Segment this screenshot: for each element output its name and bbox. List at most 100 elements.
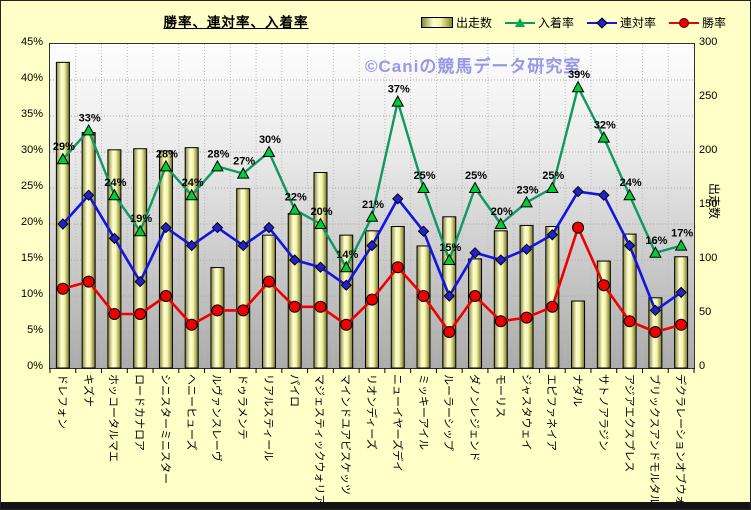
data-label: 24% bbox=[104, 177, 126, 189]
circle-marker bbox=[82, 275, 95, 288]
x-axis-label: モーリス bbox=[493, 374, 506, 418]
bar-ドゥラメンテ bbox=[236, 188, 251, 369]
triangle-marker bbox=[82, 123, 95, 136]
x-axis-label: ヘニーヒューズ bbox=[184, 374, 197, 451]
x-axis-label: ジャスタウェイ bbox=[519, 374, 532, 451]
diamond-marker bbox=[417, 225, 430, 237]
chart-title: 勝率、連対率、入着率 bbox=[163, 15, 309, 30]
diamond-marker bbox=[160, 221, 172, 234]
diamond-marker bbox=[314, 261, 327, 273]
circle-marker bbox=[443, 326, 456, 338]
diamond-marker bbox=[392, 193, 404, 205]
right-axis-tick: 50 bbox=[699, 306, 712, 318]
triangle-marker bbox=[262, 145, 276, 157]
data-label: 29% bbox=[53, 141, 75, 153]
legend-item-place-rate[interactable]: 入着率 bbox=[505, 14, 574, 31]
circle-marker bbox=[108, 308, 121, 320]
x-axis-label: キズナ bbox=[81, 374, 94, 407]
data-label: 17% bbox=[671, 228, 693, 240]
diamond-marker bbox=[623, 239, 636, 252]
circle-marker bbox=[366, 293, 378, 306]
left-axis-tick: 30% bbox=[20, 144, 43, 156]
triangle-marker bbox=[468, 181, 482, 193]
circle-marker bbox=[237, 304, 250, 317]
legend-item-win-rate[interactable]: 勝率 bbox=[669, 14, 726, 31]
bar-アジアエクスプレス bbox=[622, 233, 637, 369]
circle-marker bbox=[340, 318, 353, 331]
data-label: 20% bbox=[491, 206, 513, 218]
data-label: 28% bbox=[156, 148, 178, 160]
data-label: 28% bbox=[207, 148, 229, 160]
x-axis-label: デクラレーションオブウォー bbox=[674, 374, 687, 510]
triangle-marker bbox=[185, 188, 199, 201]
bar-モーリス bbox=[493, 230, 508, 369]
diamond-marker bbox=[237, 239, 249, 252]
data-label: 27% bbox=[233, 156, 255, 168]
circle-marker bbox=[675, 318, 688, 331]
left-axis-tick: 40% bbox=[20, 72, 43, 84]
diamond-marker bbox=[546, 229, 559, 241]
diamond-marker bbox=[340, 279, 352, 291]
x-axis-label: マインドユアビスケッツ bbox=[339, 374, 352, 495]
diamond-marker bbox=[649, 304, 662, 317]
left-axis-tick: 10% bbox=[20, 288, 43, 300]
circle-marker bbox=[572, 221, 585, 234]
x-axis-label: ミッキーアイル bbox=[416, 374, 429, 451]
x-axis-label: ロードカナロア bbox=[133, 374, 146, 451]
legend-label: 勝率 bbox=[702, 16, 727, 30]
legend-item-starts[interactable]: 出走数 bbox=[421, 14, 492, 31]
circle-marker bbox=[520, 311, 533, 324]
bar-リアルスティール bbox=[261, 234, 276, 369]
diamond-marker bbox=[469, 247, 481, 259]
triangle-marker bbox=[391, 95, 405, 107]
circle-marker bbox=[417, 290, 430, 302]
circle-marker bbox=[494, 315, 507, 328]
data-label: 16% bbox=[645, 235, 667, 247]
diamond-marker bbox=[185, 239, 198, 252]
legend-label: 入着率 bbox=[538, 16, 575, 30]
left-axis-tick: 25% bbox=[20, 180, 43, 192]
circle-marker-icon bbox=[669, 17, 700, 29]
triangle-marker bbox=[597, 131, 611, 143]
data-label: 22% bbox=[285, 192, 307, 204]
data-label: 25% bbox=[414, 170, 436, 182]
triangle-marker bbox=[417, 181, 430, 193]
diamond-marker bbox=[675, 286, 687, 299]
x-axis-label: シニスターミニスター bbox=[158, 374, 171, 484]
triangle-marker bbox=[314, 217, 327, 229]
bar-ロードカナロア bbox=[133, 148, 148, 369]
data-label: 30% bbox=[259, 134, 281, 146]
bar-swatch-icon bbox=[421, 17, 453, 28]
diamond-marker bbox=[495, 254, 507, 266]
triangle-marker bbox=[571, 80, 585, 93]
data-label: 25% bbox=[465, 170, 487, 182]
diamond-marker bbox=[598, 189, 610, 201]
right-axis-tick: 250 bbox=[699, 90, 718, 102]
x-axis-label: ルーラーシップ bbox=[442, 374, 455, 451]
watermark: ©Caniの競馬データ研究室 bbox=[365, 57, 582, 76]
circle-marker bbox=[185, 318, 198, 331]
left-axis-tick: 45% bbox=[20, 36, 43, 48]
legend-item-quinella-rate[interactable]: 連対率 bbox=[587, 14, 656, 31]
x-axis-label: ルヴァンスレーヴ bbox=[210, 374, 223, 462]
data-label: 24% bbox=[182, 177, 204, 189]
plot-area[interactable]: ©Caniの競馬データ研究室 29% 33% 24% 19% 28% 24% 28% 27% 3… bbox=[49, 43, 695, 373]
x-axis-label: ドゥラメンテ bbox=[236, 374, 249, 440]
circle-marker bbox=[314, 300, 327, 313]
bar-デクラレーションオブウォー bbox=[674, 256, 689, 369]
legend-label: 連対率 bbox=[620, 16, 657, 30]
triangle-marker bbox=[56, 152, 70, 165]
x-axis-label: ドレフォン bbox=[55, 374, 68, 429]
right-axis-title: 出走数 bbox=[707, 183, 721, 220]
right-axis-tick: 300 bbox=[699, 36, 718, 48]
triangle-marker bbox=[674, 239, 688, 251]
triangle-marker bbox=[520, 195, 533, 208]
data-label: 39% bbox=[568, 69, 590, 81]
data-label: 24% bbox=[620, 177, 642, 189]
right-axis-tick: 150 bbox=[699, 198, 718, 210]
bar-ドレフォン bbox=[55, 61, 70, 369]
x-axis-label: ブリックスアンドモルタル bbox=[648, 374, 661, 506]
left-axis-tick: 35% bbox=[20, 108, 43, 120]
right-axis-tick: 100 bbox=[699, 252, 718, 264]
data-label: 14% bbox=[336, 249, 358, 261]
